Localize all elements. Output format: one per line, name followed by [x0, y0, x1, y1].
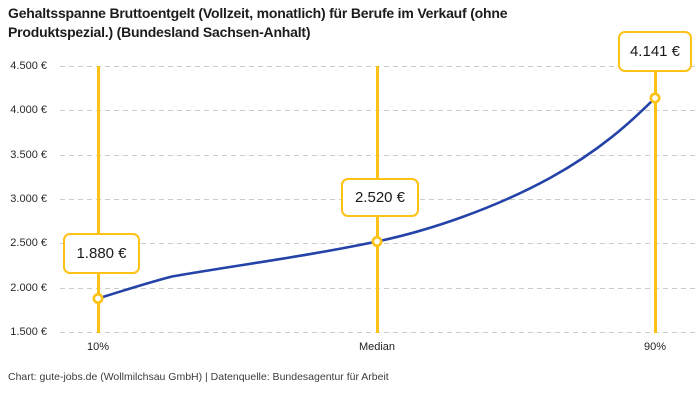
y-tick-3500: 3.500 € — [10, 149, 47, 161]
percentile-line-90 — [653, 71, 657, 333]
value-label-10: 1.880 € — [63, 233, 140, 274]
chart-title-line2: Produktspezial.) (Bundesland Sachsen-Anh… — [8, 24, 311, 40]
y-tick-2000: 2.000 € — [10, 282, 47, 294]
y-tick-4500: 4.500 € — [10, 60, 47, 72]
y-tick-4000: 4.000 € — [10, 104, 47, 116]
data-point-90[interactable] — [649, 92, 661, 104]
x-tick-90: 90% — [643, 341, 667, 353]
y-tick-1500: 1.500 € — [10, 326, 47, 338]
chart-attribution: Chart: gute-jobs.de (Wollmilchsau GmbH) … — [8, 371, 389, 383]
value-label-90: 4.141 € — [618, 31, 692, 72]
data-point-10[interactable] — [92, 292, 104, 304]
x-tick-median: Median — [358, 341, 396, 353]
value-label-median: 2.520 € — [341, 178, 419, 217]
y-tick-2500: 2.500 € — [10, 237, 47, 249]
data-point-median[interactable] — [371, 236, 383, 248]
y-tick-3000: 3.000 € — [10, 193, 47, 205]
chart-title: Gehaltsspanne Bruttoentgelt (Vollzeit, m… — [8, 4, 648, 42]
percentile-line-10 — [96, 66, 100, 333]
x-tick-10: 10% — [86, 341, 110, 353]
chart-title-line1: Gehaltsspanne Bruttoentgelt (Vollzeit, m… — [8, 5, 508, 21]
